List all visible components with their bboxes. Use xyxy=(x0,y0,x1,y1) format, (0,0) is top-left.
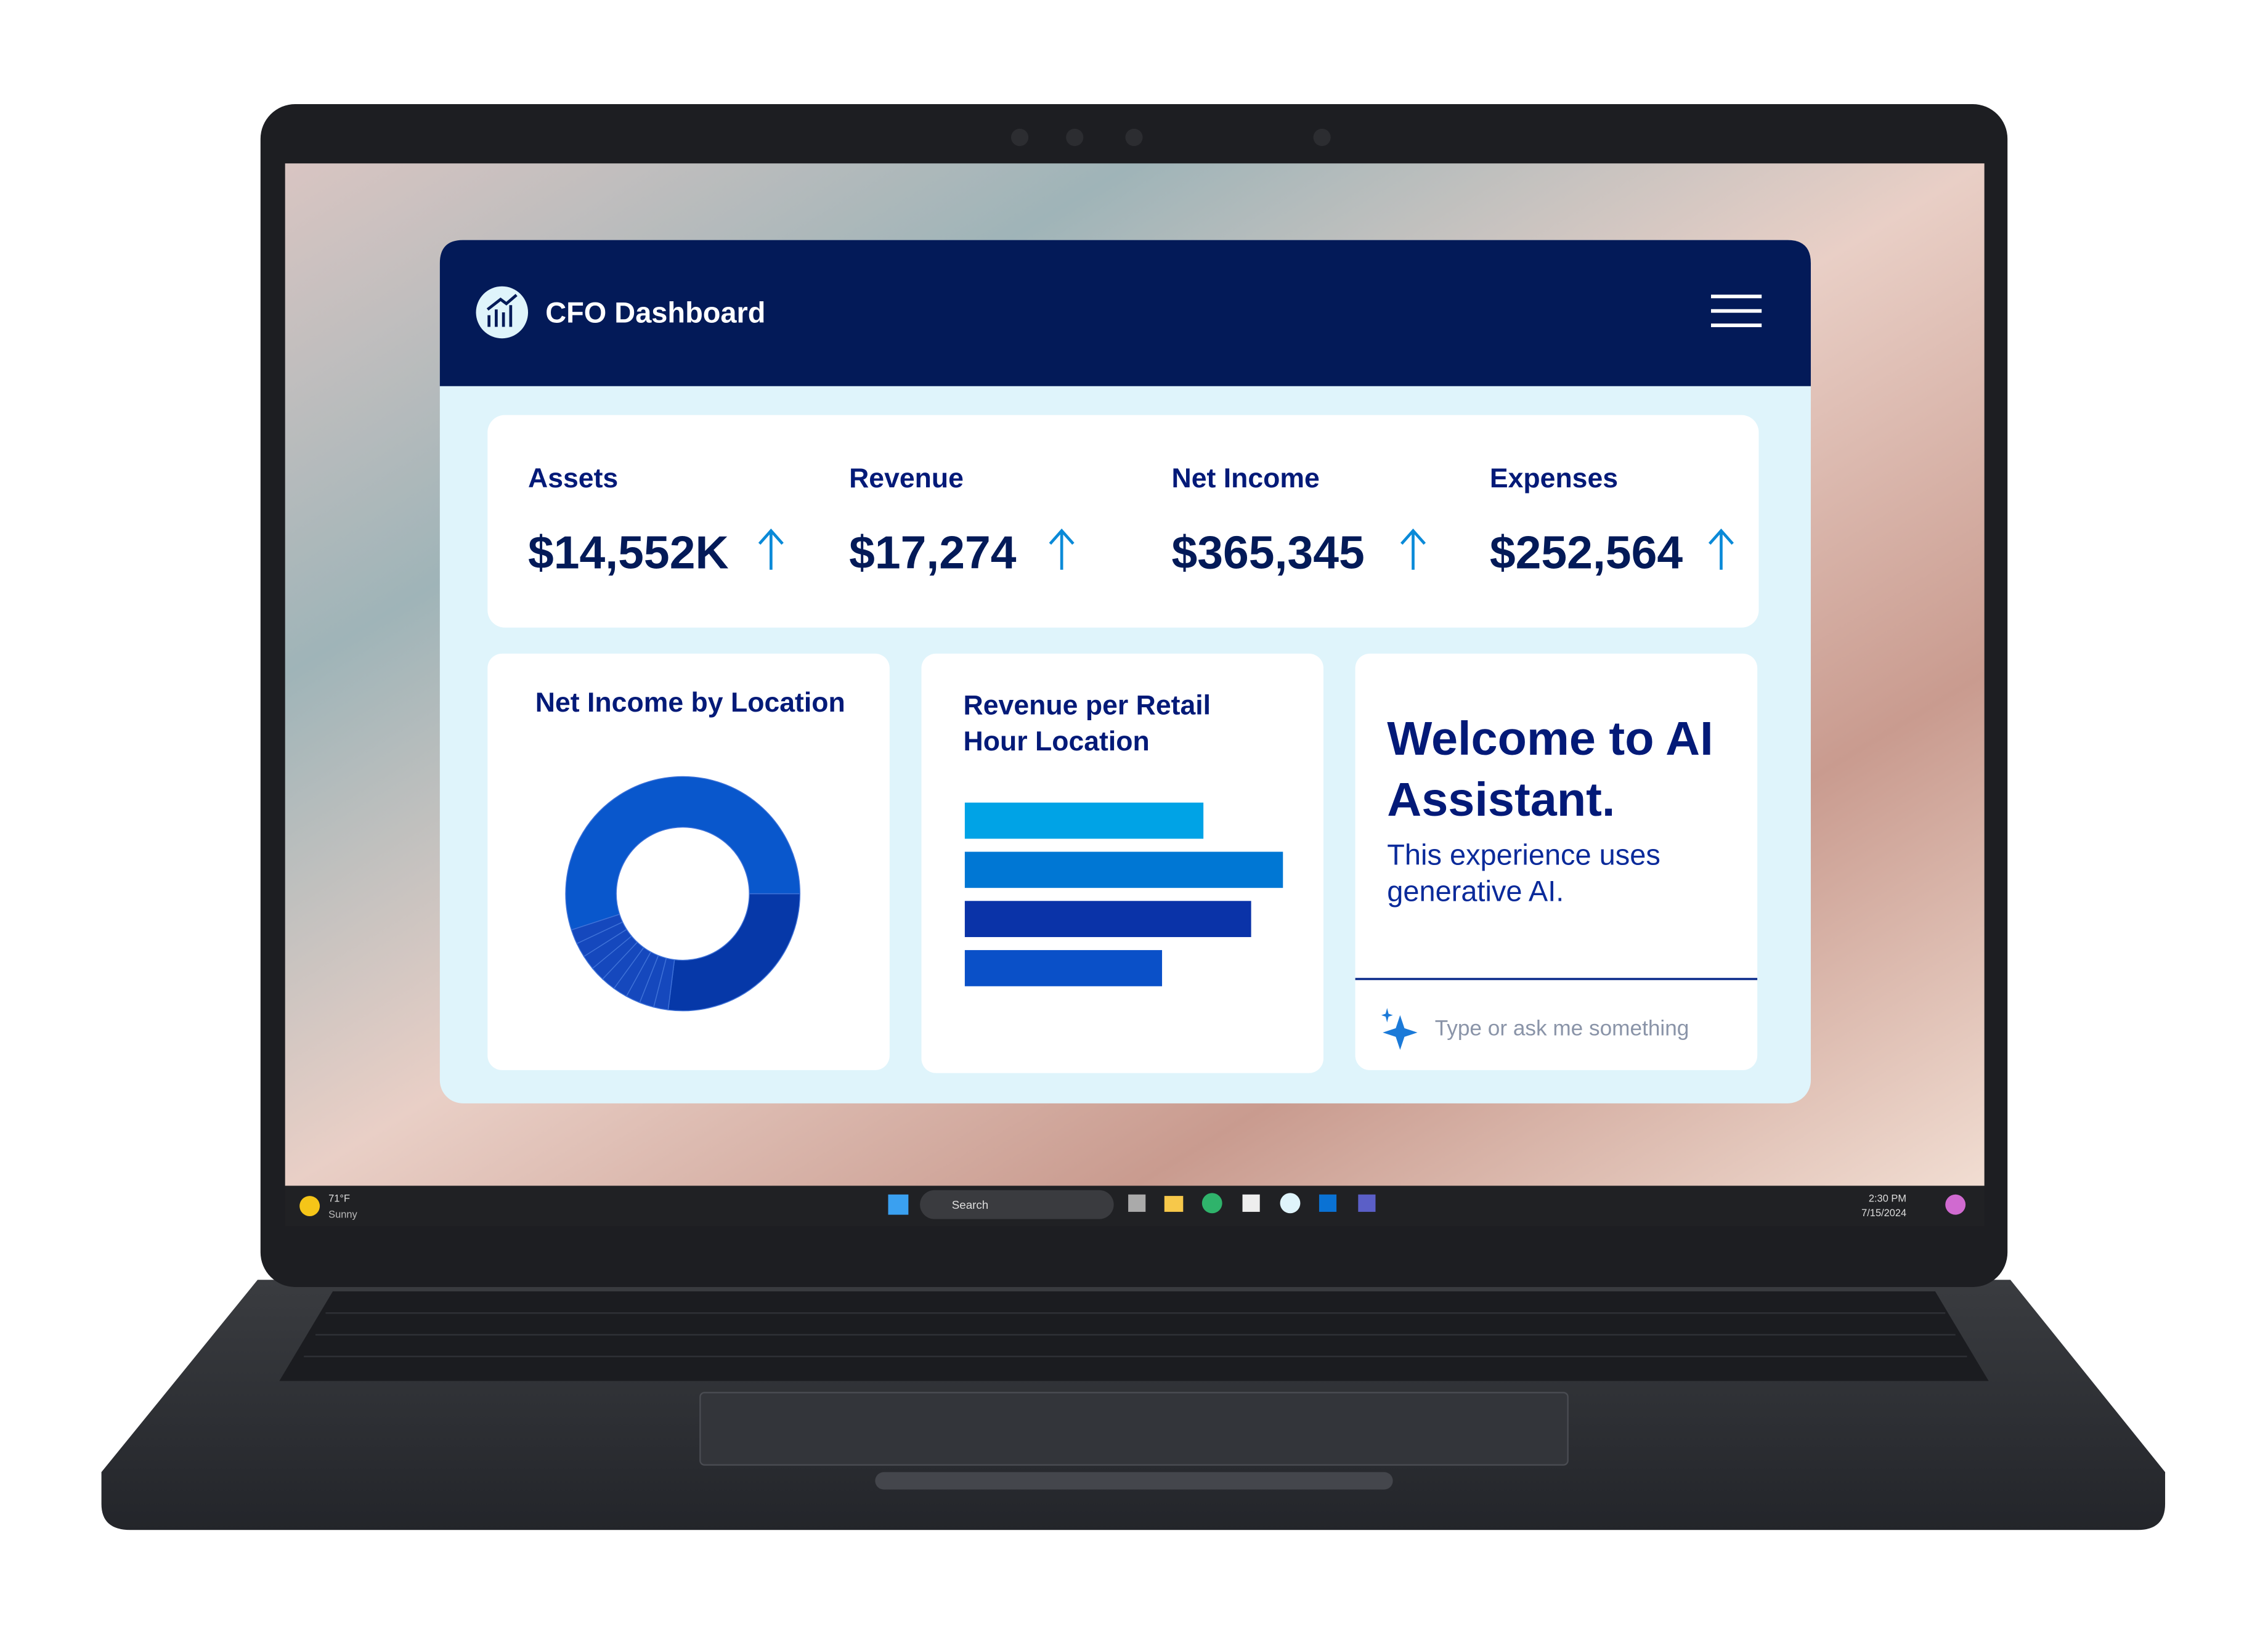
hinge-notch xyxy=(875,1472,1393,1490)
clock-time: 2:30 PM xyxy=(1869,1193,1906,1204)
panel xyxy=(487,653,890,1070)
trend-arrow xyxy=(758,528,784,570)
keyboard-rows xyxy=(304,1312,1967,1357)
charts xyxy=(565,776,1283,1012)
weather: Sunny xyxy=(328,1209,357,1220)
sensor xyxy=(1313,128,1331,147)
pie-slice xyxy=(565,776,801,931)
sensor xyxy=(1010,128,1029,147)
app-icon[interactable] xyxy=(1128,1194,1146,1212)
kpi-label: Net Income xyxy=(1172,463,1320,494)
bar xyxy=(964,950,1163,986)
app-icon[interactable] xyxy=(1164,1196,1184,1212)
camera xyxy=(1125,128,1143,147)
header-title: CFO Dashboard xyxy=(545,296,765,328)
panel xyxy=(1355,653,1758,1070)
bar xyxy=(964,901,1251,937)
chart-title-wrap: Revenue per Retail Hour Location xyxy=(963,691,1211,758)
sensor xyxy=(1066,128,1084,147)
taskbar-apps xyxy=(1128,1193,1376,1214)
kpi-value: $252,564 xyxy=(1490,526,1683,578)
assistant-subtitle: This experience uses generative AI. xyxy=(1387,840,1660,909)
logo xyxy=(476,286,529,339)
bar xyxy=(964,851,1283,888)
app-icon[interactable] xyxy=(1319,1194,1337,1212)
kpi-label: Revenue xyxy=(849,463,964,494)
chart-title-wrap: Net Income by Location xyxy=(535,688,845,719)
assistant-title: Welcome to AI Assistant. xyxy=(1387,711,1713,826)
kpi-label: Assets xyxy=(528,463,618,494)
weather-icon xyxy=(299,1196,320,1216)
keyboard xyxy=(279,1291,1989,1381)
assistant-subtitle-wrap: This experience uses generative AI. xyxy=(1387,840,1660,909)
temperature: 71°F xyxy=(328,1193,350,1204)
logo-glyph xyxy=(486,294,518,327)
app-icon[interactable] xyxy=(1242,1194,1260,1212)
assistant-input[interactable]: Type or ask me something xyxy=(1435,1017,1689,1041)
assistant-title-wrap: Welcome to AI Assistant. xyxy=(1387,711,1713,826)
kpi-group: Assets $14,552K Revenue $17,274 Net Income $3… xyxy=(528,463,1734,578)
menu-button[interactable] xyxy=(1711,294,1762,328)
copilot-icon[interactable] xyxy=(1945,1194,1966,1215)
kpi-card xyxy=(487,415,1759,628)
trend-arrow xyxy=(1708,528,1734,570)
chart-title: Revenue per Retail Hour Location xyxy=(963,691,1211,758)
trend-arrow xyxy=(1049,528,1075,570)
kpi-value: $17,274 xyxy=(849,526,1017,578)
kpi-value: $365,345 xyxy=(1172,526,1365,578)
trend-arrow xyxy=(1400,528,1426,570)
kpi-value: $14,552K xyxy=(528,526,729,578)
touchpad xyxy=(699,1392,1569,1466)
app-icon[interactable] xyxy=(1280,1193,1301,1214)
header-bar xyxy=(439,240,1811,386)
clock-date: 7/15/2024 xyxy=(1861,1208,1906,1219)
app-icon[interactable] xyxy=(1201,1193,1222,1214)
app-icon[interactable] xyxy=(1358,1194,1376,1212)
search-box[interactable] xyxy=(920,1190,1114,1219)
search-label: Search xyxy=(952,1198,988,1211)
kpi-label: Expenses xyxy=(1490,463,1618,494)
sparkle-icon xyxy=(1381,1007,1418,1050)
chart-title: Net Income by Location xyxy=(535,688,845,719)
bar xyxy=(964,802,1204,839)
start-button[interactable] xyxy=(888,1194,909,1215)
pie-slice xyxy=(667,893,801,1012)
